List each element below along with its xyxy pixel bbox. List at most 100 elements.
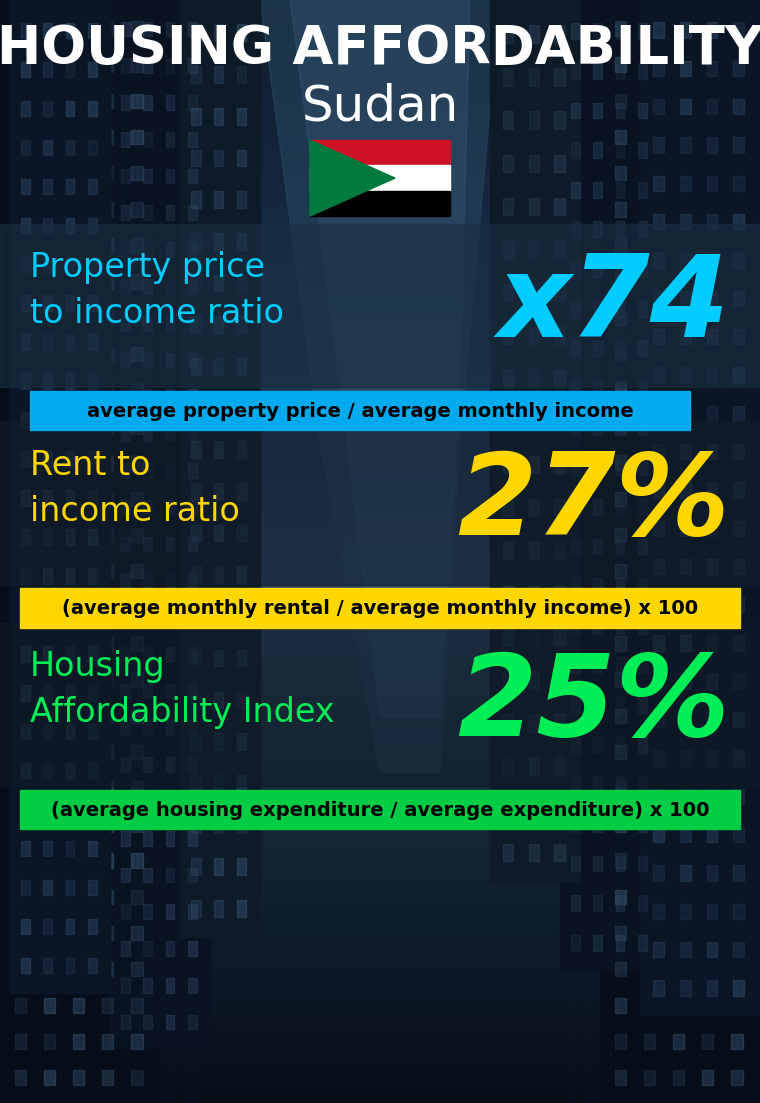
Bar bbox=[0, 854, 760, 860]
Bar bbox=[65, 724, 74, 740]
Bar bbox=[166, 537, 175, 552]
Bar bbox=[10, 0, 110, 993]
Bar bbox=[73, 528, 84, 543]
Bar bbox=[528, 371, 539, 387]
Bar bbox=[0, 743, 760, 750]
Bar bbox=[192, 650, 201, 666]
Bar bbox=[188, 758, 197, 772]
Bar bbox=[121, 868, 130, 882]
Bar bbox=[707, 176, 717, 192]
Bar bbox=[731, 384, 743, 398]
Bar bbox=[166, 353, 175, 367]
Bar bbox=[528, 457, 539, 473]
Bar bbox=[673, 564, 684, 579]
Bar bbox=[731, 238, 743, 254]
Bar bbox=[0, 454, 760, 463]
Bar bbox=[43, 456, 55, 470]
Bar bbox=[14, 384, 26, 398]
Bar bbox=[615, 419, 626, 433]
Bar bbox=[654, 942, 664, 957]
Bar bbox=[654, 291, 664, 307]
Bar bbox=[680, 62, 691, 76]
Bar bbox=[0, 462, 760, 472]
Bar bbox=[0, 688, 760, 695]
Bar bbox=[644, 384, 655, 398]
Bar bbox=[87, 451, 97, 468]
Bar bbox=[680, 866, 691, 880]
Bar bbox=[701, 456, 714, 470]
Bar bbox=[638, 618, 647, 634]
Bar bbox=[0, 24, 760, 33]
Bar bbox=[701, 384, 714, 398]
Bar bbox=[0, 970, 760, 979]
Bar bbox=[615, 94, 626, 108]
Bar bbox=[654, 521, 664, 536]
Bar bbox=[214, 108, 223, 125]
Bar bbox=[707, 138, 717, 153]
Bar bbox=[654, 903, 664, 919]
Bar bbox=[0, 611, 760, 618]
Bar bbox=[14, 673, 26, 687]
Bar bbox=[0, 821, 760, 827]
Bar bbox=[616, 63, 625, 79]
Bar bbox=[731, 492, 743, 506]
Bar bbox=[680, 598, 691, 612]
Bar bbox=[554, 715, 565, 731]
Bar bbox=[680, 445, 691, 460]
Bar bbox=[654, 99, 664, 115]
Bar bbox=[731, 419, 743, 433]
Bar bbox=[654, 330, 664, 344]
Bar bbox=[237, 733, 246, 750]
Bar bbox=[87, 685, 97, 700]
Bar bbox=[166, 58, 175, 74]
Bar bbox=[673, 311, 684, 325]
Bar bbox=[0, 512, 760, 518]
Bar bbox=[166, 647, 175, 662]
Bar bbox=[188, 537, 197, 552]
Bar bbox=[43, 802, 52, 817]
Bar bbox=[680, 253, 691, 268]
Bar bbox=[0, 523, 760, 529]
Bar bbox=[594, 816, 602, 832]
Bar bbox=[654, 827, 664, 843]
Bar bbox=[644, 962, 655, 976]
Bar bbox=[188, 169, 197, 184]
Bar bbox=[0, 214, 760, 223]
Bar bbox=[87, 608, 97, 623]
Bar bbox=[214, 317, 223, 333]
Bar bbox=[0, 330, 760, 340]
Bar bbox=[644, 998, 655, 1013]
Bar bbox=[65, 840, 74, 856]
Bar bbox=[0, 567, 760, 574]
Bar bbox=[594, 618, 602, 634]
Bar bbox=[594, 578, 602, 595]
Bar bbox=[14, 564, 26, 579]
Bar bbox=[65, 491, 74, 506]
Bar bbox=[680, 291, 691, 307]
Bar bbox=[102, 745, 113, 760]
Bar bbox=[701, 347, 714, 362]
Polygon shape bbox=[260, 0, 500, 772]
Bar bbox=[144, 647, 152, 662]
Bar bbox=[680, 482, 691, 497]
Bar bbox=[733, 521, 744, 536]
Bar bbox=[554, 199, 565, 215]
Bar bbox=[188, 574, 197, 588]
Bar bbox=[188, 500, 197, 515]
Bar bbox=[673, 238, 684, 254]
Text: average property price / average monthly income: average property price / average monthly… bbox=[87, 401, 633, 420]
Bar bbox=[615, 167, 626, 181]
Bar bbox=[65, 957, 74, 973]
Bar bbox=[166, 684, 175, 698]
Bar bbox=[503, 758, 513, 774]
Bar bbox=[0, 74, 760, 83]
Bar bbox=[638, 301, 647, 317]
Bar bbox=[144, 610, 152, 625]
Bar bbox=[0, 421, 760, 585]
Bar bbox=[121, 22, 130, 36]
Bar bbox=[14, 890, 26, 904]
Bar bbox=[680, 981, 691, 996]
Bar bbox=[237, 483, 246, 500]
Bar bbox=[654, 866, 664, 880]
Bar bbox=[237, 25, 246, 42]
